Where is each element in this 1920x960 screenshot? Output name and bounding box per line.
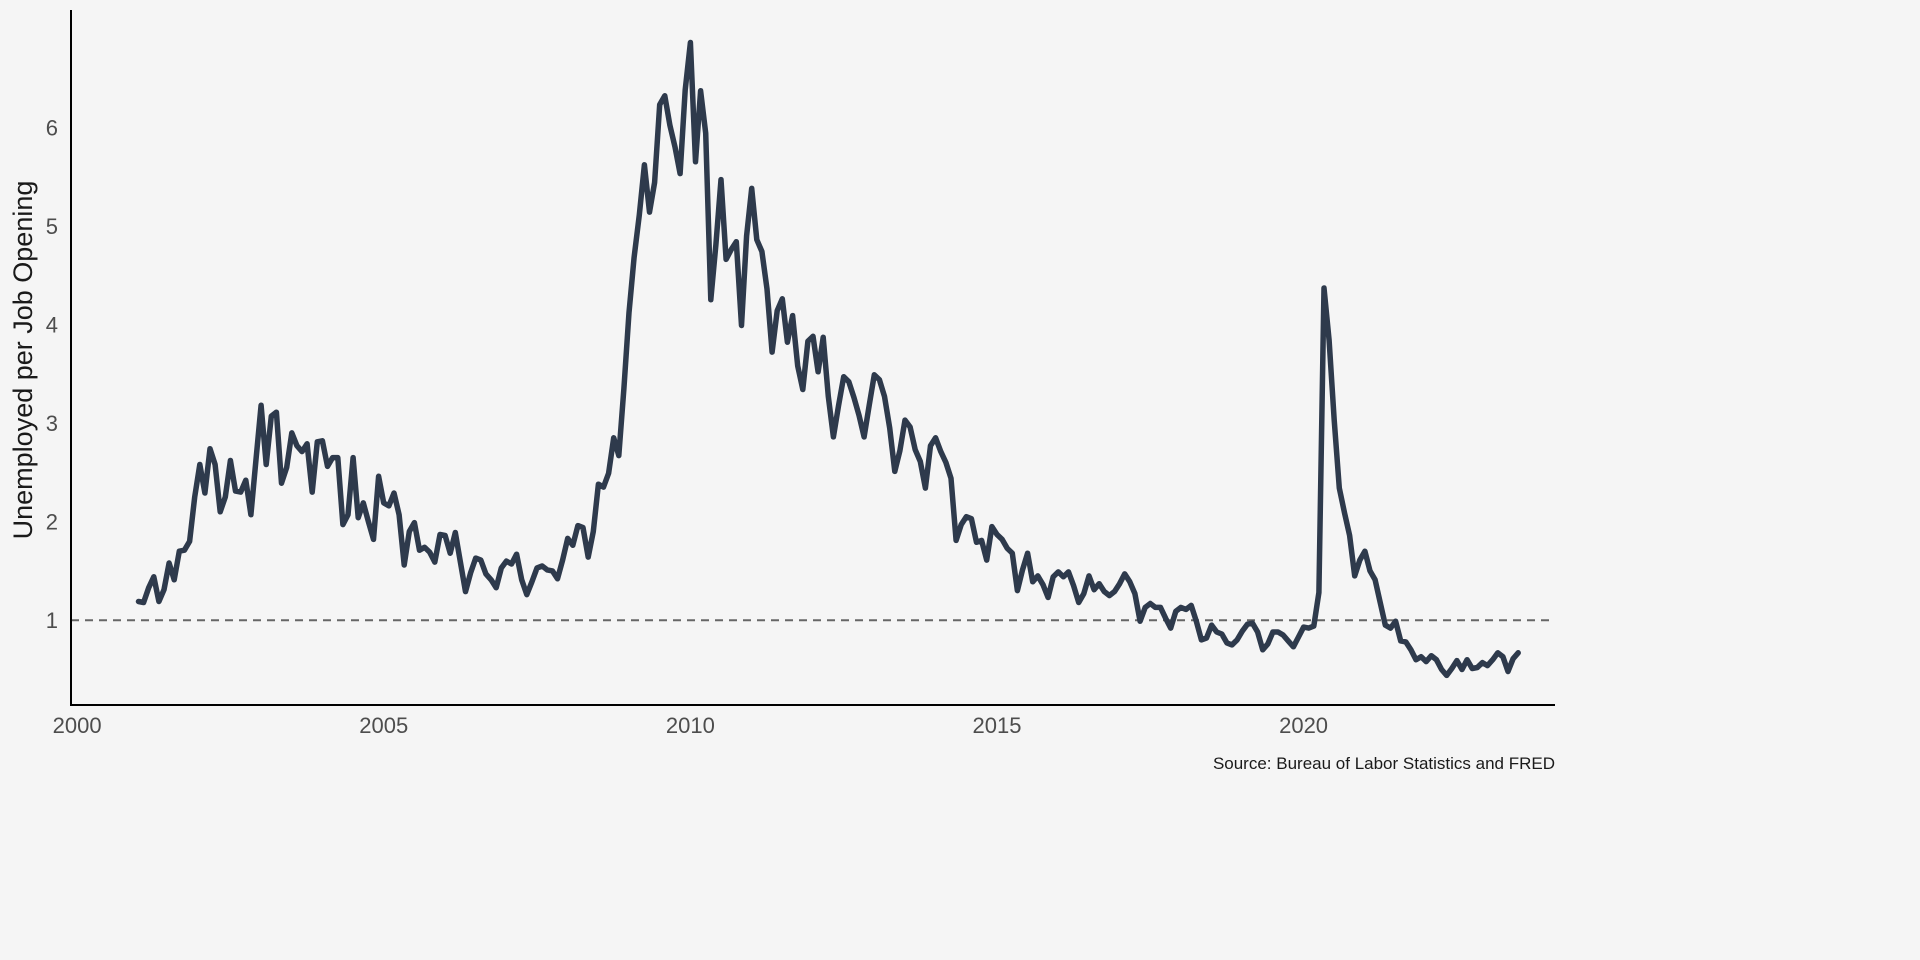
x-tick-label: 2020 xyxy=(1279,713,1328,738)
y-axis-label: Unemployed per Job Opening xyxy=(8,181,38,540)
y-tick-label: 6 xyxy=(46,115,58,140)
y-tick-label: 1 xyxy=(46,608,58,633)
y-axis-ticks: 1 2 3 4 5 6 xyxy=(46,115,58,633)
source-note: Source: Bureau of Labor Statistics and F… xyxy=(1213,754,1555,773)
x-tick-label: 2005 xyxy=(359,713,408,738)
x-tick-label: 2015 xyxy=(972,713,1021,738)
y-tick-label: 2 xyxy=(46,510,58,535)
y-tick-label: 3 xyxy=(46,411,58,436)
series-line xyxy=(135,39,1521,679)
y-tick-label: 4 xyxy=(46,312,58,337)
x-axis-ticks: 2000 2005 2010 2015 2020 xyxy=(53,713,1328,738)
x-tick-label: 2000 xyxy=(53,713,102,738)
x-tick-label: 2010 xyxy=(666,713,715,738)
y-tick-label: 5 xyxy=(46,214,58,239)
